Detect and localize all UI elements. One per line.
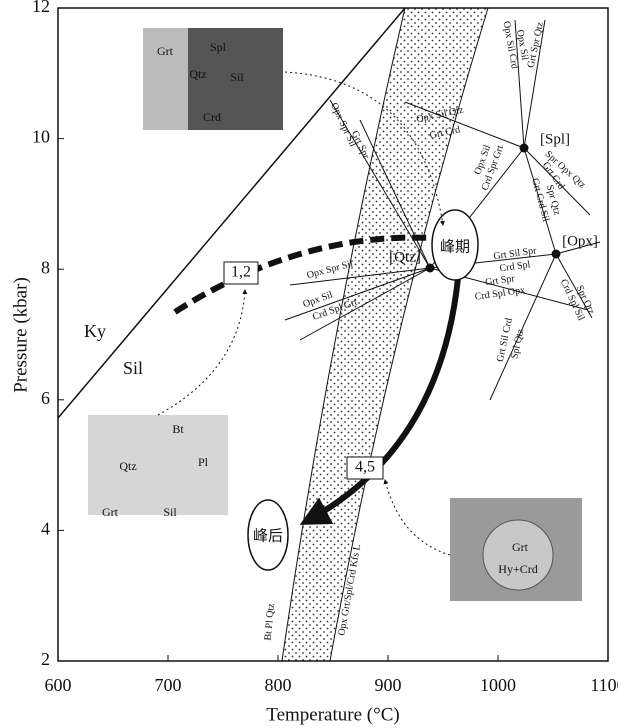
label: Pl bbox=[198, 455, 209, 469]
x-tick-label: 1100 bbox=[590, 675, 618, 695]
label: 4,5 bbox=[355, 459, 375, 476]
post-peak-ellipse bbox=[247, 499, 289, 571]
label: Qtz bbox=[119, 459, 136, 473]
label: Ky bbox=[84, 321, 106, 341]
label: Grt bbox=[157, 44, 174, 58]
photo bbox=[143, 28, 188, 130]
label: 峰期 bbox=[440, 238, 470, 255]
x-axis-title: Temperature (°C) bbox=[266, 704, 399, 725]
plot-frame bbox=[57, 7, 609, 662]
label: Hy+Crd bbox=[498, 562, 537, 576]
retrograde-path bbox=[299, 277, 461, 525]
label: Sil bbox=[230, 70, 244, 84]
label: Grt Spr bbox=[484, 273, 516, 288]
label: Opx Sil bbox=[514, 29, 530, 61]
label: Bt Pl Qtz bbox=[263, 602, 277, 641]
pointer bbox=[157, 289, 248, 416]
photo bbox=[88, 415, 228, 515]
peak-ellipse bbox=[431, 209, 479, 281]
ky-sil-line bbox=[57, 7, 406, 419]
invariant-point bbox=[519, 143, 529, 153]
label: Spl bbox=[210, 40, 227, 54]
label: Sil bbox=[163, 505, 177, 519]
label: Qtz bbox=[189, 67, 206, 81]
label: Opx Spr Sil bbox=[328, 101, 358, 149]
prograde-path bbox=[173, 234, 433, 315]
y-tick-label: 2 bbox=[41, 649, 50, 669]
x-tick-label: 800 bbox=[265, 675, 292, 695]
y-tick-label: 6 bbox=[41, 388, 50, 408]
label: Grt bbox=[102, 505, 119, 519]
label: 1,2 bbox=[231, 264, 251, 281]
label: Grt Sil Spr bbox=[493, 245, 538, 262]
label: Crd Spl bbox=[499, 259, 531, 274]
label: 峰后 bbox=[253, 527, 283, 544]
label: [Opx] bbox=[562, 233, 598, 249]
label: Grt bbox=[512, 540, 529, 554]
y-tick-label: 8 bbox=[41, 257, 50, 277]
artwork bbox=[57, 7, 609, 662]
label: Bt bbox=[172, 422, 184, 436]
label: Crd bbox=[203, 110, 221, 124]
pointer bbox=[284, 71, 445, 226]
x-tick-label: 1000 bbox=[480, 675, 516, 695]
label-box bbox=[346, 456, 384, 480]
x-tick-label: 600 bbox=[45, 675, 72, 695]
y-axis-title: Pressure (kbar) bbox=[10, 277, 31, 393]
label-box bbox=[223, 261, 259, 285]
y-tick-label: 4 bbox=[41, 519, 50, 539]
label: [Qtz] bbox=[389, 249, 421, 265]
x-tick-label: 700 bbox=[155, 675, 182, 695]
label: [Spl] bbox=[540, 131, 570, 147]
label: Sil bbox=[123, 358, 143, 378]
photo bbox=[482, 519, 554, 591]
y-tick-label: 10 bbox=[32, 127, 50, 147]
pointer bbox=[383, 479, 451, 556]
invariant-point bbox=[425, 263, 435, 273]
x-tick-label: 900 bbox=[375, 675, 402, 695]
invariant-point bbox=[551, 249, 561, 259]
y-tick-label: 12 bbox=[32, 0, 50, 16]
label: Crd Spl Opx bbox=[474, 285, 526, 303]
